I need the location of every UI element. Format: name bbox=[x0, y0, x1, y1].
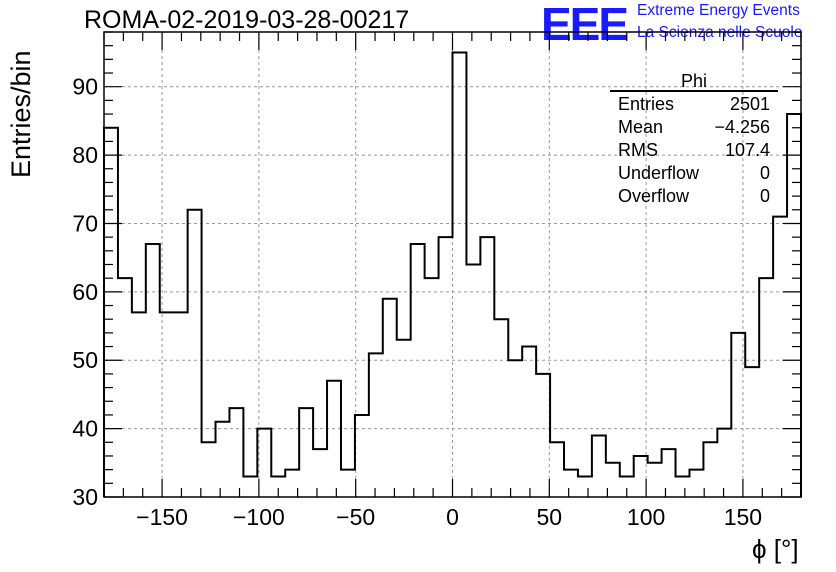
histogram-bin bbox=[564, 470, 578, 497]
histogram-bin bbox=[745, 367, 759, 497]
eee-logo: EEE bbox=[541, 0, 629, 50]
y-tick-label: 90 bbox=[72, 74, 98, 100]
run-title: ROMA-02-2019-03-28-00217 bbox=[84, 6, 410, 34]
histogram-bin bbox=[383, 299, 397, 497]
x-tick-label: 0 bbox=[446, 504, 459, 530]
stats-value: 0 bbox=[760, 186, 770, 206]
y-tick-label: 50 bbox=[72, 347, 98, 373]
histogram-bin bbox=[313, 449, 327, 497]
histogram-bins bbox=[104, 53, 801, 497]
histogram-bin bbox=[174, 312, 188, 497]
histogram-bin bbox=[188, 210, 202, 497]
stats-label: Overflow bbox=[618, 186, 690, 206]
histogram-bin bbox=[508, 360, 522, 497]
axis-ticks bbox=[103, 31, 802, 498]
stats-label: Underflow bbox=[618, 163, 700, 183]
histogram-bin bbox=[425, 278, 439, 497]
x-tick-label: −100 bbox=[233, 504, 285, 530]
x-tick-label: 50 bbox=[537, 504, 563, 530]
x-tick-label: 150 bbox=[724, 504, 762, 530]
stats-label: Entries bbox=[618, 94, 674, 114]
histogram-bin bbox=[229, 408, 243, 497]
histogram-bin bbox=[453, 53, 467, 497]
stats-value: 0 bbox=[760, 163, 770, 183]
histogram-bin bbox=[341, 470, 355, 497]
histogram-bin bbox=[689, 470, 703, 497]
y-tick-label: 30 bbox=[72, 484, 98, 510]
histogram-bin bbox=[411, 244, 425, 497]
stats-value: 2501 bbox=[730, 94, 770, 114]
histogram-bin bbox=[202, 442, 216, 497]
x-axis-label: ϕ [°] bbox=[752, 534, 799, 564]
histogram-bin bbox=[592, 435, 606, 497]
histogram-bin bbox=[494, 319, 508, 497]
histogram-bin bbox=[522, 347, 536, 497]
x-tick-label: 100 bbox=[627, 504, 665, 530]
histogram-bin bbox=[759, 278, 773, 497]
histogram-bin bbox=[104, 128, 118, 497]
histogram-bin bbox=[355, 415, 369, 497]
tick-labels: −150 −100 −50 0 50 100 150 30 40 50 60 70 80 90 bbox=[72, 74, 762, 530]
histogram-bin bbox=[243, 476, 257, 497]
histogram-bin bbox=[369, 353, 383, 497]
histogram-bin bbox=[299, 408, 313, 497]
histogram-bin bbox=[480, 237, 494, 497]
histogram-bin bbox=[146, 244, 160, 497]
stats-value: −4.256 bbox=[714, 117, 770, 137]
histogram-bin bbox=[132, 312, 146, 497]
histogram-bin bbox=[550, 442, 564, 497]
stats-box: Phi Entries 2501 Mean −4.256 RMS 107.4 Underfl… bbox=[610, 71, 778, 206]
histogram-bin bbox=[648, 463, 662, 497]
histogram-bin bbox=[662, 449, 676, 497]
logo-caption-line1: Extreme Energy Events bbox=[637, 2, 800, 19]
histogram-bin bbox=[397, 340, 411, 497]
histogram-bin bbox=[216, 422, 230, 497]
histogram-bin bbox=[676, 476, 690, 497]
histogram-bin bbox=[773, 217, 787, 497]
histogram-bin bbox=[118, 278, 132, 497]
y-tick-label: 70 bbox=[72, 210, 98, 236]
y-tick-label: 80 bbox=[72, 142, 98, 168]
histogram-bin bbox=[466, 265, 480, 498]
histogram-bin bbox=[717, 429, 731, 497]
stats-label: RMS bbox=[618, 140, 658, 160]
histogram-bin bbox=[160, 312, 174, 497]
histogram-bin bbox=[703, 442, 717, 497]
histogram-bin bbox=[327, 381, 341, 497]
histogram-bin bbox=[536, 374, 550, 497]
stats-label: Mean bbox=[618, 117, 663, 137]
histogram-bin bbox=[731, 333, 745, 497]
histogram-bin bbox=[439, 237, 453, 497]
x-tick-label: −50 bbox=[336, 504, 375, 530]
histogram-bin bbox=[578, 476, 592, 497]
histogram-line bbox=[103, 51, 802, 497]
stats-value: 107.4 bbox=[725, 140, 770, 160]
y-tick-label: 60 bbox=[72, 279, 98, 305]
stats-title: Phi bbox=[681, 71, 707, 91]
y-tick-label: 40 bbox=[72, 416, 98, 442]
x-tick-label: −150 bbox=[136, 504, 188, 530]
